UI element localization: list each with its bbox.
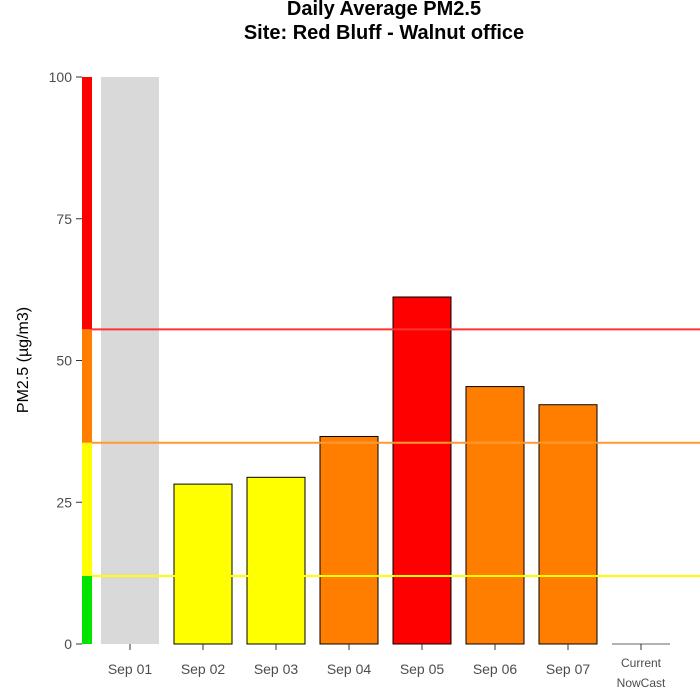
threshold-lines: [92, 328, 700, 577]
aqi-scale-band-1: [82, 442, 92, 576]
bar-3: [319, 435, 379, 645]
aqi-scale-band-2: [82, 329, 92, 443]
y-axis-ticks: 0 25 50 75 100: [49, 69, 82, 652]
x-tick-label-0: Sep 01: [108, 661, 153, 677]
x-tick-label-2: Sep 03: [254, 661, 299, 677]
bars-layer: [101, 77, 670, 645]
y-tick-label-2: 50: [56, 353, 72, 369]
chart-subtitle: Site: Red Bluff - Walnut office: [244, 22, 524, 44]
bar-2: [246, 476, 306, 645]
aqi-scale-band-0: [82, 575, 92, 644]
aqi-color-scale: [82, 77, 92, 644]
y-tick-label-3: 75: [56, 211, 72, 227]
bar-1: [173, 483, 233, 645]
y-tick-label-0: 0: [64, 636, 72, 652]
bar-0: [101, 77, 159, 644]
y-tick-label-4: 100: [49, 69, 73, 85]
y-tick-label-1: 25: [56, 494, 72, 510]
x-tick-label-4: Sep 05: [400, 661, 445, 677]
y-axis-label: PM2.5 (µg/m3): [15, 307, 32, 413]
x-tick-label-5: Sep 06: [473, 661, 518, 677]
bar-6: [538, 404, 598, 645]
bar-5: [465, 386, 525, 645]
x-tick-label-7-1: NowCast: [617, 676, 666, 690]
x-tick-label-7-0: Current: [621, 656, 662, 670]
x-tick-label-1: Sep 02: [181, 661, 226, 677]
x-tick-label-6: Sep 07: [546, 661, 591, 677]
x-axis-ticks: Sep 01 Sep 02 Sep 03 Sep 04 Sep 05 Sep 06 Sep …: [108, 644, 666, 690]
chart-title: Daily Average PM2.5: [287, 0, 481, 20]
x-tick-label-3: Sep 04: [327, 661, 372, 677]
bar-4: [392, 296, 452, 645]
aqi-scale-band-3: [82, 77, 92, 330]
